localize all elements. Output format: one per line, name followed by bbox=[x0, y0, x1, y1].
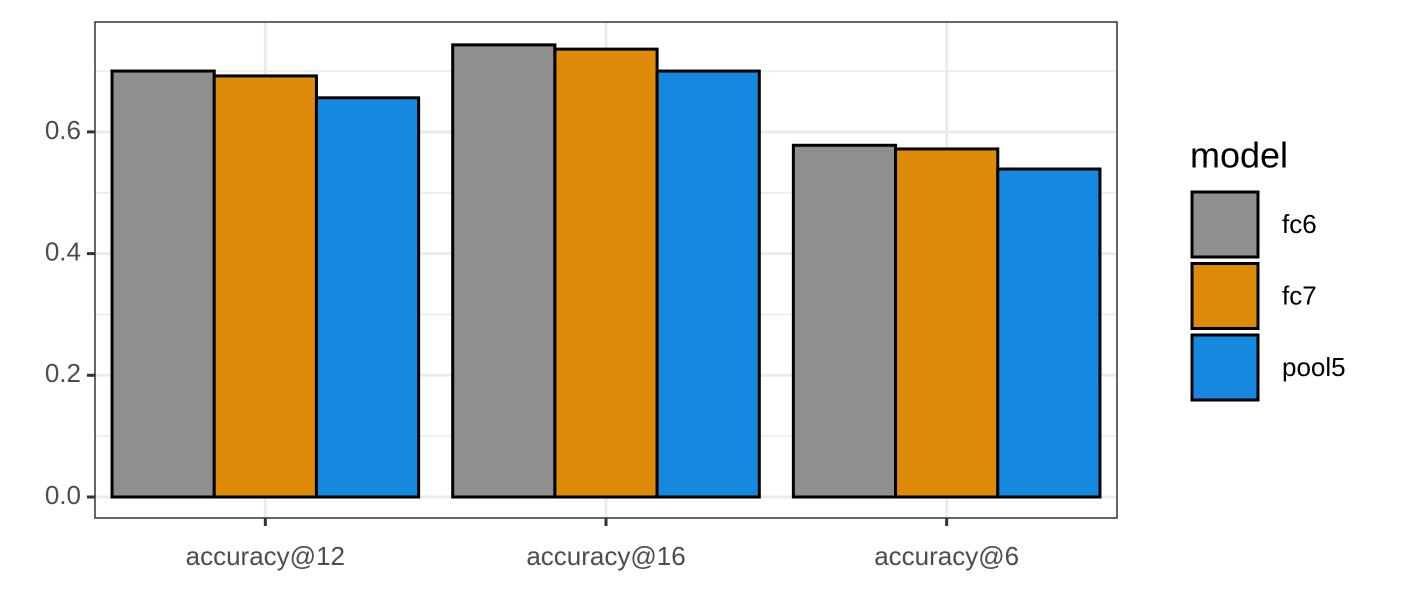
legend-key bbox=[1190, 262, 1260, 330]
x-tick-label: accuracy@16 bbox=[526, 541, 685, 571]
bar bbox=[314, 96, 421, 499]
legend-label: fc7 bbox=[1282, 280, 1317, 310]
legend-label: fc6 bbox=[1282, 209, 1317, 239]
legend-label: pool5 bbox=[1282, 352, 1346, 382]
bar bbox=[894, 147, 1000, 499]
legend-title: model bbox=[1190, 135, 1288, 176]
bar bbox=[451, 43, 557, 499]
bar bbox=[110, 69, 216, 499]
x-tick-label: accuracy@6 bbox=[874, 541, 1019, 571]
bar bbox=[996, 167, 1102, 499]
bar bbox=[791, 143, 898, 499]
bar bbox=[553, 47, 659, 499]
y-tick-label: 0.2 bbox=[45, 358, 81, 388]
bar bbox=[655, 69, 761, 499]
y-tick-label: 0.0 bbox=[45, 480, 81, 510]
x-tick-label: accuracy@12 bbox=[186, 541, 345, 571]
plot-border bbox=[94, 21, 1118, 519]
y-tick-label: 0.4 bbox=[45, 236, 81, 266]
y-tick-label: 0.6 bbox=[45, 115, 81, 145]
legend-key bbox=[1190, 190, 1260, 259]
bar bbox=[212, 74, 318, 499]
legend-key bbox=[1190, 333, 1260, 402]
